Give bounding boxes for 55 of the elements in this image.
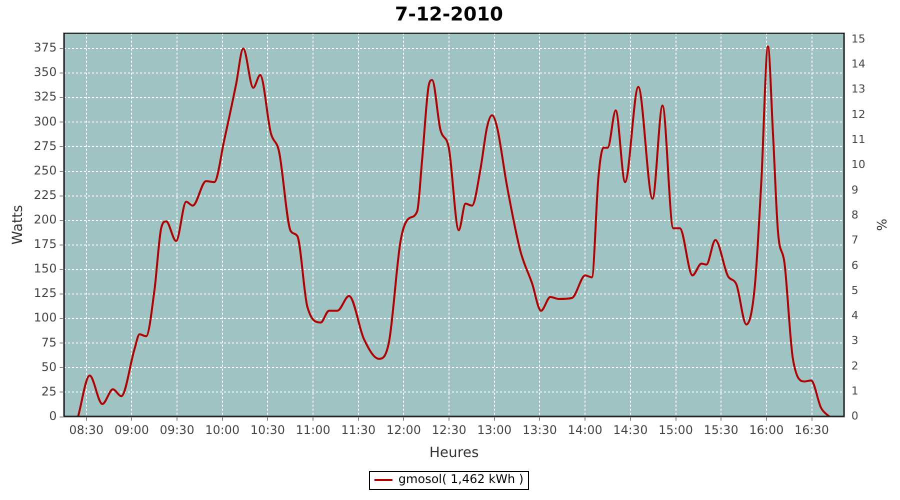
y-tick-label: 25 bbox=[41, 384, 57, 398]
x-tick-label: 09:00 bbox=[114, 423, 150, 438]
y2-tick-label: 15 bbox=[851, 32, 866, 46]
x-tick-label: 10:00 bbox=[205, 423, 240, 438]
x-tick-label: 12:30 bbox=[432, 423, 466, 438]
x-axis-title: Heures bbox=[429, 445, 479, 462]
x-tick-label: 16:00 bbox=[749, 423, 784, 438]
y-tick-label: 150 bbox=[34, 262, 57, 276]
y-tick-label: 200 bbox=[34, 212, 57, 227]
y2-tick-label: 3 bbox=[851, 334, 858, 348]
y-tick-label: 100 bbox=[34, 310, 57, 325]
x-tick-label: 13:30 bbox=[522, 423, 558, 438]
y2-tick-label: 2 bbox=[851, 359, 858, 372]
x-tick-label: 14:30 bbox=[613, 423, 648, 438]
y2-tick-label: 0 bbox=[851, 410, 858, 423]
y-tick-label: 50 bbox=[41, 360, 57, 374]
y2-tick-label: 13 bbox=[851, 82, 866, 96]
x-tick-label: 14:00 bbox=[568, 423, 602, 438]
y2-tick-label: 9 bbox=[851, 183, 858, 196]
y2-tick-label: 12 bbox=[851, 108, 866, 121]
y-axis-title: Watts bbox=[10, 204, 26, 245]
y-tick-label: 300 bbox=[34, 114, 57, 128]
y2-tick-label: 4 bbox=[851, 309, 858, 322]
y-tick-label: 275 bbox=[34, 138, 57, 153]
y-tick-label: 0 bbox=[49, 408, 57, 423]
x-tick-label: 16:30 bbox=[794, 423, 830, 438]
y-tick-label: 125 bbox=[34, 286, 57, 300]
y2-tick-label: 11 bbox=[851, 133, 866, 146]
x-tick-label: 09:30 bbox=[160, 423, 194, 438]
y2-tick-label: 8 bbox=[851, 208, 858, 222]
y-tick-label: 375 bbox=[34, 40, 57, 55]
x-tick-label: 08:30 bbox=[69, 423, 104, 438]
y-tick-label: 175 bbox=[34, 237, 57, 252]
y2-tick-label: 1 bbox=[851, 384, 858, 398]
x-tick-label: 11:00 bbox=[296, 423, 330, 438]
y-tick-label: 225 bbox=[34, 188, 57, 202]
x-tick-label: 15:00 bbox=[658, 423, 694, 438]
y2-tick-label: 5 bbox=[851, 284, 858, 297]
y2-axis-title: % bbox=[872, 218, 888, 231]
x-tick-label: 12:00 bbox=[386, 423, 422, 438]
y2-tick-label: 14 bbox=[851, 58, 866, 71]
x-tick-label: 11:30 bbox=[341, 423, 376, 438]
legend-label: gmosol( 1,462 kWh ) bbox=[398, 472, 524, 486]
x-tick-label: 10:30 bbox=[250, 423, 286, 438]
x-tick-label: 15:30 bbox=[704, 423, 738, 438]
chart-title: 7-12-2010 bbox=[394, 3, 504, 26]
y-tick-label: 350 bbox=[34, 65, 57, 80]
y2-tick-label: 10 bbox=[851, 158, 866, 172]
y2-tick-label: 6 bbox=[851, 258, 858, 272]
line-series bbox=[77, 46, 830, 417]
x-tick-label: 13:00 bbox=[477, 423, 512, 438]
y-tick-label: 75 bbox=[41, 335, 57, 350]
y-tick-label: 325 bbox=[34, 90, 57, 104]
y-tick-label: 250 bbox=[34, 163, 57, 178]
y2-tick-label: 7 bbox=[851, 234, 858, 247]
